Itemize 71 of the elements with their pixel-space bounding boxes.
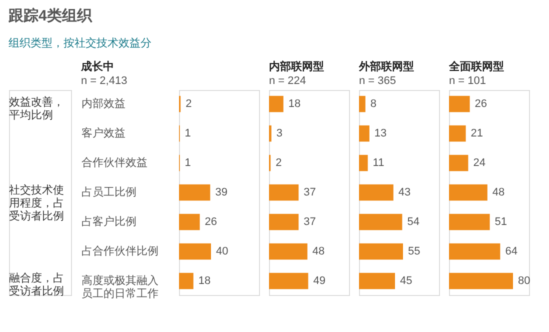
chart-subtitle: n = 101 [449, 75, 486, 87]
chart-title: 外部联网型 [358, 60, 414, 73]
bar [269, 96, 284, 112]
data-label: 64 [505, 245, 518, 258]
bar [179, 214, 200, 230]
text: 效益改善，平均比例 [9, 96, 64, 122]
data-label: 1 [184, 157, 191, 170]
bar [269, 243, 308, 260]
data-label: 26 [204, 216, 218, 228]
data-label: 40 [216, 245, 228, 258]
bar [449, 272, 513, 290]
bar [179, 243, 211, 260]
bar [359, 214, 402, 230]
chart-title: 成长中 [80, 60, 114, 73]
data-label: 51 [494, 216, 508, 228]
chart-subtitle: n = 2,413 [81, 75, 128, 87]
data-label: 18 [288, 98, 301, 110]
bar [269, 272, 308, 290]
data-label: 45 [400, 274, 412, 287]
data-label: 43 [398, 186, 411, 198]
bar [449, 243, 500, 260]
data-label: 49 [313, 274, 326, 287]
chart-title: 内部联网型 [269, 60, 324, 73]
data-label: 24 [473, 157, 486, 170]
data-label: 37 [304, 216, 316, 228]
bar [449, 184, 488, 201]
bar [449, 214, 490, 230]
data-label: 37 [304, 186, 316, 198]
bar [449, 96, 470, 112]
data-label: 13 [374, 128, 387, 140]
data-label: 3 [276, 128, 283, 140]
data-label: 48 [312, 245, 325, 258]
data-label: 39 [215, 186, 228, 198]
data-label: 18 [198, 274, 211, 287]
y-tick-label: 占客户比例 [82, 214, 136, 228]
text: 组织类型，按社交技术效益分 [8, 36, 152, 50]
bar [269, 184, 299, 201]
data-label: 11 [372, 157, 384, 170]
bar [449, 154, 468, 172]
data-label: 2 [186, 98, 192, 110]
data-label: 54 [407, 216, 420, 228]
text: 社交技术使用程度，占受访者比例 [9, 184, 64, 222]
data-label: 80 [518, 274, 530, 287]
data-label: 26 [474, 98, 488, 110]
bar [359, 272, 395, 290]
y-tick-label: 高度或极其融入员工的日常工作 [82, 274, 158, 300]
bar [449, 125, 466, 142]
data-label: 1 [184, 128, 191, 140]
data-label: 48 [492, 186, 505, 198]
data-label: 55 [408, 245, 420, 258]
bar [359, 243, 403, 260]
bar [359, 184, 394, 201]
chart-subtitle: n = 365 [359, 75, 396, 87]
y-tick-label: 合作伙伴效益 [82, 156, 148, 170]
y-tick-label: 占合作伙伴比例 [82, 244, 158, 258]
bar [179, 272, 194, 290]
bar [359, 125, 370, 142]
bar [359, 96, 366, 112]
y-tick-label: 客户效益 [82, 126, 126, 140]
bar [269, 214, 299, 230]
text: 融合度，占受访者比例 [9, 271, 64, 298]
chart-subtitle: n = 224 [269, 75, 306, 87]
bar [359, 154, 368, 172]
data-label: 8 [370, 98, 377, 110]
y-tick-label: 内部效益 [82, 97, 126, 110]
data-label: 21 [470, 128, 484, 140]
data-label: 2 [276, 157, 282, 170]
chart-title: 全面联网型 [448, 60, 504, 73]
text: 跟踪4类组织 [8, 8, 93, 24]
y-tick-label: 占员工比例 [82, 186, 136, 198]
bar [179, 184, 210, 201]
